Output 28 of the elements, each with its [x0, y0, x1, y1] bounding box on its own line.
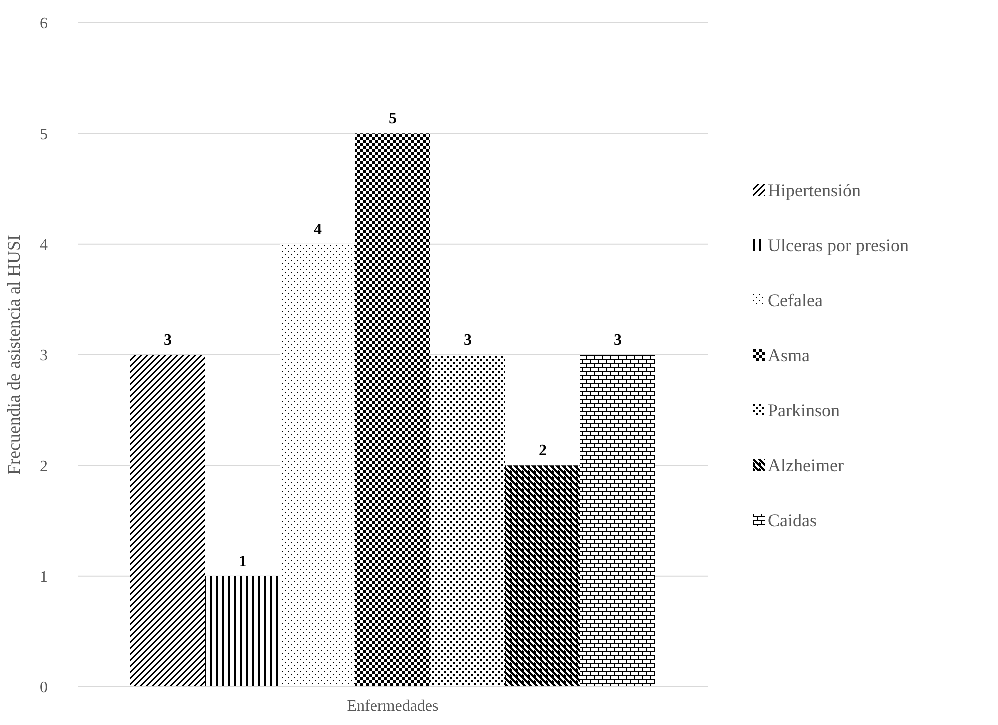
y-tick-label: 1 — [40, 568, 48, 586]
bar — [130, 355, 206, 687]
data-label: 3 — [464, 332, 472, 349]
bar — [430, 355, 506, 687]
data-label: 3 — [164, 332, 172, 349]
y-tick-label: 0 — [40, 680, 48, 697]
y-tick-label: 3 — [40, 348, 48, 365]
bar — [506, 466, 580, 687]
y-axis-title: Frecuendia de asistencia al HUSI — [4, 235, 24, 475]
y-tick-label: 2 — [40, 458, 48, 476]
data-label: 5 — [389, 110, 397, 128]
legend-label: Hipertensión — [768, 180, 861, 200]
bar — [580, 355, 656, 687]
legend-label: Asma — [768, 345, 810, 366]
legend-label: Parkinson — [768, 400, 840, 420]
legend-label: Cefalea — [768, 290, 823, 310]
y-tick-label: 6 — [40, 16, 48, 33]
data-label: 4 — [314, 221, 322, 238]
data-label: 2 — [539, 442, 547, 460]
legend-label: Caidas — [768, 510, 817, 530]
y-tick-label: 4 — [40, 236, 48, 254]
y-tick-label: 5 — [40, 126, 48, 144]
legend-label: Ulceras por presion — [768, 235, 909, 256]
data-label: 3 — [614, 332, 622, 349]
x-tick-label: Enfermedades — [347, 698, 439, 715]
bar — [206, 576, 280, 687]
data-label: 1 — [239, 553, 247, 570]
legend-label: Alzheimer — [768, 455, 844, 476]
